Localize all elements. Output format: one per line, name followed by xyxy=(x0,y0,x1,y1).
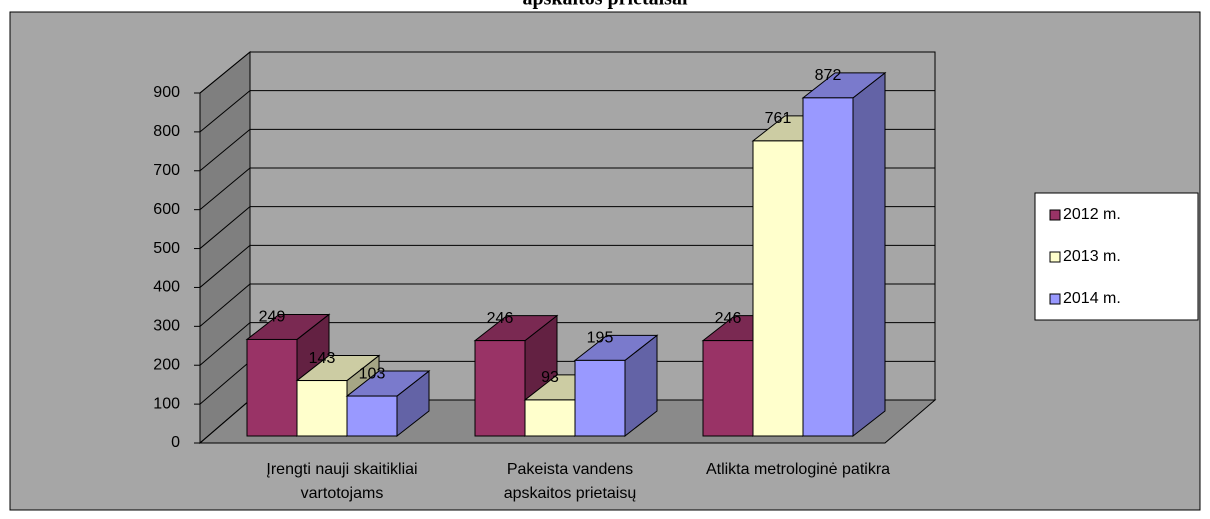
bar xyxy=(702,340,754,437)
legend-swatch xyxy=(1049,209,1061,221)
grid-line xyxy=(199,90,251,133)
grid-line xyxy=(199,322,251,366)
bar xyxy=(802,97,854,437)
data-label: 143 xyxy=(309,350,336,367)
y-tick-label: 400 xyxy=(153,279,180,296)
y-tick-label: 700 xyxy=(153,162,180,179)
legend-label: 2012 m. xyxy=(1063,206,1121,223)
data-label: 195 xyxy=(587,330,614,347)
grid-line xyxy=(199,399,251,444)
y-tick-label: 100 xyxy=(153,395,180,412)
bar xyxy=(574,359,626,437)
data-label: 246 xyxy=(715,310,742,327)
bar-side xyxy=(852,71,886,438)
grid-line xyxy=(199,244,251,288)
data-label: 761 xyxy=(765,110,792,127)
data-label: 249 xyxy=(259,309,286,326)
y-tick-label: 200 xyxy=(153,356,180,373)
bar xyxy=(752,140,804,437)
x-tick-label: Pakeista vandens apskaitos prietaisų xyxy=(503,461,637,502)
legend-label: 2013 m. xyxy=(1063,248,1121,265)
legend-box xyxy=(1034,192,1199,321)
data-label: 103 xyxy=(359,365,386,382)
data-label: 93 xyxy=(541,369,559,386)
y-tick-label: 900 xyxy=(153,84,180,101)
bar xyxy=(524,399,576,437)
bar xyxy=(246,338,298,437)
y-tick-label: 500 xyxy=(153,240,180,257)
x-tick-label: Atlikta metrologinė patikra xyxy=(705,461,891,478)
data-label: 246 xyxy=(487,310,514,327)
y-tick-label: 800 xyxy=(153,123,180,140)
grid-line xyxy=(199,51,251,94)
grid-line xyxy=(199,128,251,172)
bar xyxy=(474,340,526,437)
bar xyxy=(346,395,398,437)
bar xyxy=(296,380,348,437)
data-label: 872 xyxy=(815,67,842,84)
grid-line xyxy=(199,167,251,211)
legend-label: 2014 m. xyxy=(1063,290,1121,307)
y-tick-label: 300 xyxy=(153,318,180,335)
legend-swatch xyxy=(1049,293,1061,305)
grid-line xyxy=(199,283,251,327)
chart-title: apskaitos prietaisai xyxy=(522,0,687,10)
grid-line xyxy=(199,206,251,249)
y-tick-label: 600 xyxy=(153,201,180,218)
x-tick-label: Įrengti nauji skaitikliai vartotojams xyxy=(266,461,418,502)
y-tick-label: 0 xyxy=(171,434,180,451)
legend-swatch xyxy=(1049,251,1061,263)
grid-line xyxy=(199,360,251,405)
